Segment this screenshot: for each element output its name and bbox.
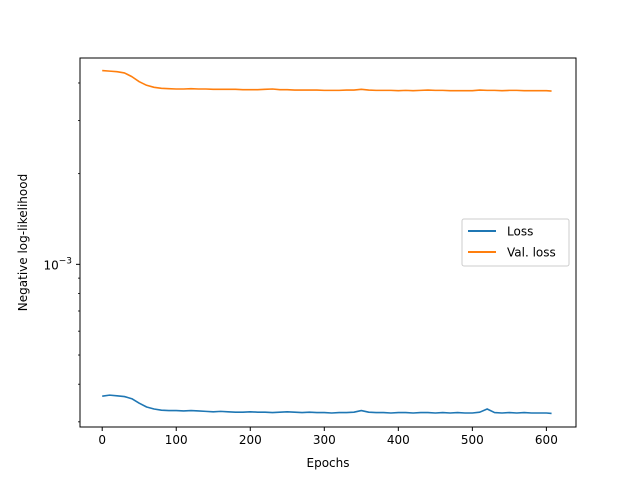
plot-frame xyxy=(79,57,577,428)
x-axis-ticks: 0 100 200 300 400 500 600 xyxy=(98,427,558,447)
series-line-val-loss xyxy=(102,69,552,92)
series-layer xyxy=(102,69,552,415)
legend-label-loss: Loss xyxy=(507,225,533,239)
legend-label-val-loss: Val. loss xyxy=(507,246,556,260)
y-axis-ticks: 10−3 xyxy=(43,82,80,423)
x-tick-label: 400 xyxy=(387,433,410,447)
legend: Loss Val. loss xyxy=(461,218,570,267)
x-tick-label: 600 xyxy=(535,433,558,447)
x-tick-label: 500 xyxy=(461,433,484,447)
series-line-loss xyxy=(102,394,552,415)
y-axis-label: Negative log-likelihood xyxy=(16,174,30,311)
x-tick-label: 300 xyxy=(313,433,336,447)
y-tick-label: 10−3 xyxy=(43,256,72,272)
x-tick-label: 200 xyxy=(239,433,262,447)
x-tick-label: 0 xyxy=(98,433,106,447)
x-axis-label: Epochs xyxy=(307,456,350,470)
x-tick-label: 100 xyxy=(165,433,188,447)
